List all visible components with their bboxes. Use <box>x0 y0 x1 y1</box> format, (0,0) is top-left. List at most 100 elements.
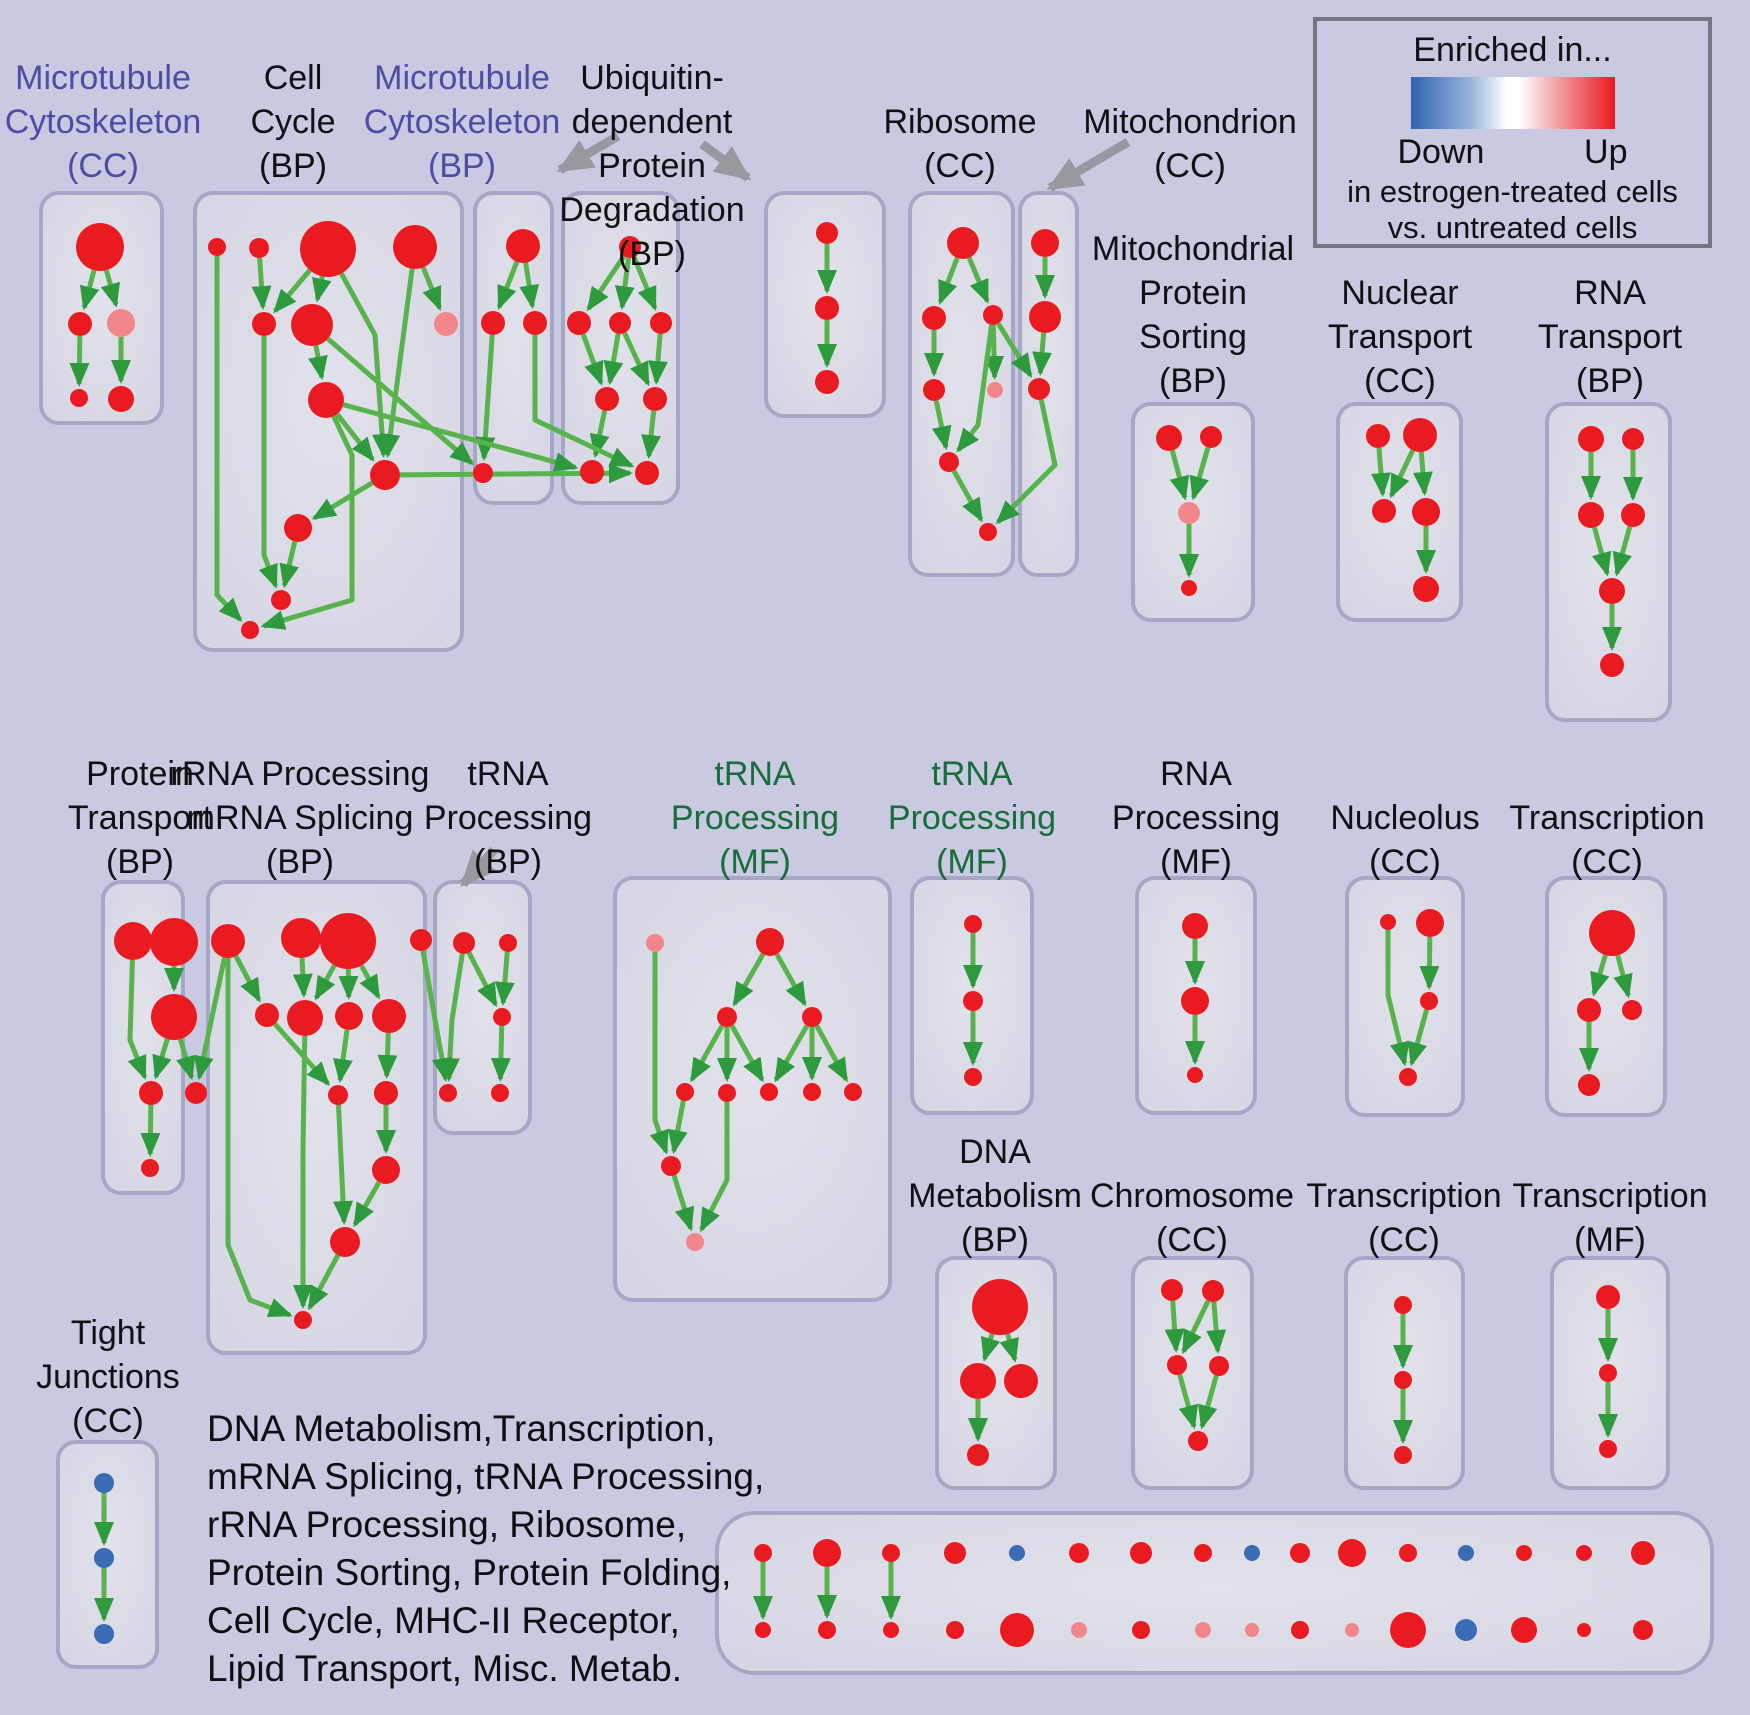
gene-set-node <box>1029 301 1061 333</box>
cluster-label-rnat: RNA <box>1574 274 1646 312</box>
gene-set-node <box>372 1156 400 1184</box>
gene-set-node <box>944 1542 966 1564</box>
cluster-label-trmf1: tRNA <box>714 755 796 793</box>
gene-set-node <box>960 1363 996 1399</box>
gene-set-node <box>676 1083 694 1101</box>
gene-set-node <box>1622 1000 1642 1020</box>
edge-arrow <box>420 266 442 312</box>
edge-arrow <box>1198 1374 1219 1430</box>
cluster-label-pt: Protein <box>86 755 194 793</box>
gene-set-node <box>1458 1545 1474 1561</box>
edge-arrow <box>380 268 415 459</box>
gene-set-node <box>249 238 269 258</box>
gene-set-node <box>70 389 88 407</box>
cluster-label-txmf: Transcription <box>1512 1177 1707 1215</box>
gene-set-node <box>1194 1544 1212 1562</box>
gene-set-node <box>1069 1543 1089 1563</box>
gene-set-node <box>1600 653 1624 677</box>
cluster-label-rnap: Processing <box>1112 799 1280 837</box>
gene-set-node <box>335 1002 363 1030</box>
cluster-label-mtcc: Cytoskeleton <box>5 103 202 141</box>
gene-set-node <box>923 379 945 401</box>
legend-gradient-bar <box>1410 77 1615 129</box>
label-pointer-arrow <box>699 140 752 182</box>
gene-set-node <box>523 311 547 335</box>
gene-set-node <box>94 1473 114 1493</box>
cluster-label-rnat: Transport <box>1538 318 1683 356</box>
cluster-label-ub1: Ubiquitin- <box>580 59 724 97</box>
gene-set-node <box>922 306 946 330</box>
edge-arrow <box>951 469 984 523</box>
gene-set-node <box>76 223 124 271</box>
gene-set-node <box>1394 1296 1412 1314</box>
cluster-label-mtcc: Microtubule <box>15 59 191 97</box>
cluster-label-rnat: (BP) <box>1576 362 1644 400</box>
cluster-label-mtcc: (CC) <box>67 147 139 185</box>
edge-arrow <box>1032 332 1053 377</box>
gene-set-node <box>1181 580 1197 596</box>
edge-arrow <box>1389 449 1415 499</box>
gene-set-node <box>1161 1279 1183 1301</box>
gene-set-node <box>983 305 1003 325</box>
gene-set-node <box>755 1622 771 1638</box>
cluster-box-rrna <box>206 880 427 1355</box>
edge-arrow <box>273 268 312 314</box>
gene-set-node <box>1578 426 1604 452</box>
edge-arrow <box>311 275 332 303</box>
edge-arrow <box>333 1029 353 1084</box>
gene-set-node <box>635 461 659 485</box>
text-line: mRNA Splicing, tRNA Processing, <box>207 1456 765 1497</box>
gene-set-node <box>813 1539 841 1567</box>
edge-arrow <box>956 324 995 453</box>
gene-set-node <box>1366 424 1390 448</box>
cluster-label-cc: Cycle <box>250 103 335 141</box>
edge-arrow <box>966 256 990 304</box>
gene-set-node <box>1156 425 1182 451</box>
edge-arrow <box>193 957 227 1081</box>
gene-set-node <box>150 918 198 966</box>
cluster-label-trmf2: Processing <box>888 799 1056 837</box>
edge-arrow <box>69 335 90 388</box>
gene-set-node <box>1394 1371 1412 1389</box>
gene-set-node <box>1633 1620 1653 1640</box>
gene-set-node <box>1621 503 1645 527</box>
gene-set-node <box>964 1068 982 1086</box>
gene-set-node <box>1516 1545 1532 1561</box>
cluster-label-mps: (BP) <box>1159 362 1227 400</box>
gene-set-node <box>493 1008 511 1026</box>
gene-set-node <box>1399 1068 1417 1086</box>
gene-set-node <box>94 1548 114 1568</box>
gene-set-node <box>580 460 604 484</box>
gene-set-node <box>506 229 540 263</box>
gene-set-node <box>946 1621 964 1639</box>
gene-set-node <box>287 1000 323 1036</box>
gene-set-node <box>1403 418 1437 452</box>
label-pointer-arrow <box>459 846 498 888</box>
gene-set-node <box>393 225 437 269</box>
gene-set-node <box>1182 913 1208 939</box>
edge-arrow <box>496 260 520 310</box>
cluster-label-ub1: Protein <box>598 147 706 185</box>
cluster-label-ub1: (BP) <box>618 235 686 273</box>
gene-set-node <box>609 312 631 334</box>
edge-arrow <box>937 257 960 305</box>
gene-set-node <box>1576 1545 1592 1561</box>
edge-arrow <box>667 1100 688 1155</box>
cluster-label-ub1: Degradation <box>559 191 744 229</box>
edge-arrow <box>326 336 474 466</box>
cluster-label-nuct: Nuclear <box>1341 274 1458 312</box>
gene-set-node <box>374 1081 398 1105</box>
edge-arrow <box>490 1025 511 1083</box>
gene-set-node <box>754 1544 772 1562</box>
gene-set-node <box>1345 1623 1359 1637</box>
gene-set-node <box>1596 1285 1620 1309</box>
gene-set-node <box>1187 1067 1203 1083</box>
edge-arrow <box>614 257 635 311</box>
gene-set-node <box>1031 229 1059 257</box>
edge-arrow <box>79 269 100 311</box>
gene-set-node <box>1578 1074 1600 1096</box>
gene-set-node <box>271 590 291 610</box>
edge-arrow <box>1612 525 1633 577</box>
gene-set-node <box>439 1084 457 1102</box>
